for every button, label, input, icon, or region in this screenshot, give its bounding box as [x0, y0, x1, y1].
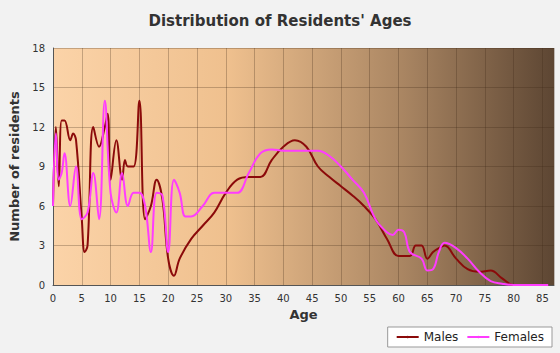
svg-text:Number of residents: Number of residents — [7, 91, 22, 242]
svg-text:9: 9 — [39, 161, 45, 172]
svg-text:15: 15 — [133, 293, 146, 304]
svg-text:85: 85 — [536, 293, 549, 304]
svg-text:18: 18 — [32, 43, 45, 54]
svg-text:55: 55 — [363, 293, 376, 304]
svg-text:50: 50 — [335, 293, 348, 304]
svg-text:40: 40 — [277, 293, 290, 304]
svg-text:60: 60 — [392, 293, 405, 304]
svg-text:15: 15 — [32, 82, 45, 93]
svg-text:5: 5 — [79, 293, 85, 304]
svg-text:Males: Males — [424, 330, 459, 344]
svg-text:12: 12 — [32, 122, 45, 133]
svg-text:45: 45 — [306, 293, 319, 304]
svg-text:0: 0 — [39, 280, 45, 291]
svg-text:Distribution of Residents' Age: Distribution of Residents' Ages — [149, 12, 412, 30]
svg-text:25: 25 — [191, 293, 204, 304]
svg-text:Age: Age — [289, 307, 317, 322]
svg-text:20: 20 — [162, 293, 175, 304]
svg-text:70: 70 — [450, 293, 463, 304]
svg-text:Females: Females — [494, 330, 544, 344]
svg-text:3: 3 — [39, 240, 45, 251]
svg-text:30: 30 — [219, 293, 232, 304]
svg-text:35: 35 — [248, 293, 261, 304]
svg-text:75: 75 — [479, 293, 492, 304]
svg-text:0: 0 — [50, 293, 56, 304]
svg-text:10: 10 — [104, 293, 117, 304]
svg-text:6: 6 — [39, 201, 45, 212]
svg-text:65: 65 — [421, 293, 434, 304]
svg-text:80: 80 — [507, 293, 520, 304]
